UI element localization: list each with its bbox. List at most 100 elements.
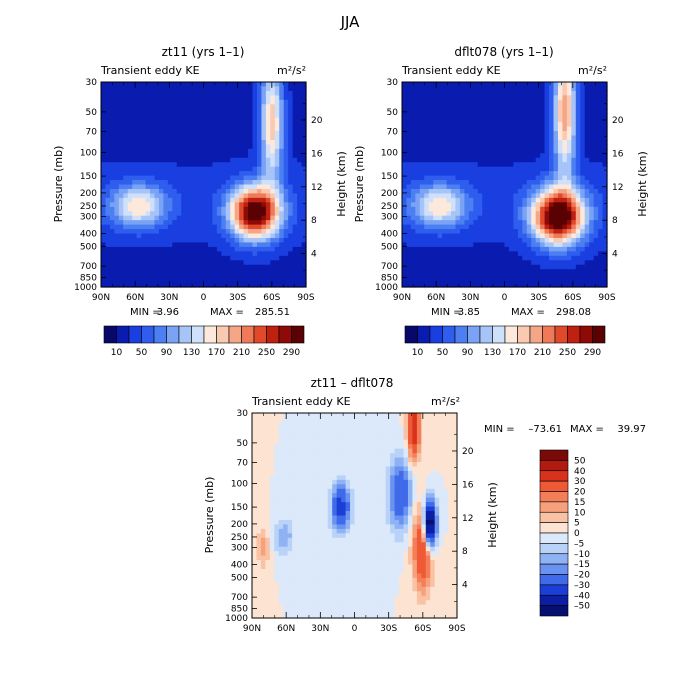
field-cell — [575, 251, 581, 257]
field-cell — [464, 175, 470, 181]
field-cell — [234, 82, 240, 88]
field-cell — [212, 229, 218, 235]
field-cell — [424, 90, 430, 96]
field-cell — [216, 157, 222, 163]
field-cell — [163, 153, 169, 159]
field-cell — [256, 462, 262, 468]
field-cell — [136, 153, 142, 159]
field-cell — [105, 113, 111, 119]
field-cell — [544, 220, 550, 226]
field-cell — [118, 237, 124, 244]
field-cell — [163, 175, 169, 181]
field-cell — [296, 519, 302, 526]
field-cell — [252, 246, 258, 252]
field-cell — [455, 229, 461, 235]
field-cell — [522, 260, 528, 266]
field-cell — [522, 193, 528, 199]
field-cell — [141, 242, 147, 248]
field-cell — [553, 148, 559, 154]
field-cell — [297, 224, 303, 230]
field-cell — [109, 211, 115, 217]
field-cell — [589, 242, 595, 248]
field-cell — [207, 224, 214, 230]
field-cell — [243, 224, 249, 230]
field-cell — [491, 175, 497, 181]
field-cell — [486, 215, 492, 221]
field-cell — [486, 184, 492, 190]
field-cell — [544, 251, 550, 257]
field-cell — [455, 171, 461, 177]
field-cell — [437, 157, 443, 163]
field-cell — [145, 264, 151, 270]
field-cell — [150, 202, 156, 208]
field-cell — [221, 153, 227, 159]
field-cell — [256, 533, 262, 539]
field-cell — [132, 86, 138, 92]
field-cell — [428, 99, 434, 105]
field-cell — [132, 90, 138, 96]
field-cell — [566, 153, 572, 159]
field-cell — [593, 188, 599, 195]
field-cell — [269, 600, 275, 606]
field-cell — [419, 273, 425, 279]
field-cell — [176, 144, 182, 150]
field-cell — [464, 188, 470, 195]
field-cell — [500, 220, 506, 226]
field-cell — [513, 193, 519, 199]
field-cell — [279, 255, 285, 261]
field-cell — [176, 139, 182, 145]
field-cell — [589, 255, 595, 261]
field-cell — [243, 117, 249, 123]
field-cell — [114, 193, 120, 199]
field-cell — [473, 166, 479, 172]
x-tick-label: 60N — [427, 293, 445, 303]
field-cell — [500, 108, 506, 114]
field-cell — [256, 591, 262, 597]
field-cell — [526, 108, 532, 114]
field-cell — [464, 202, 470, 208]
field-cell — [172, 86, 178, 92]
field-cell — [176, 237, 182, 244]
field-cell — [513, 90, 519, 96]
field-cell — [292, 135, 298, 141]
field-cell — [216, 193, 222, 199]
field-cell — [584, 264, 590, 270]
field-cell — [163, 206, 169, 212]
field-cell — [495, 166, 501, 172]
field-cell — [593, 113, 599, 119]
field-cell — [158, 90, 164, 96]
field-cell — [575, 148, 581, 154]
field-cell — [207, 135, 214, 141]
field-cell — [301, 139, 307, 145]
field-cell — [535, 148, 541, 154]
field-cell — [127, 246, 133, 252]
field-cell — [500, 113, 506, 119]
field-cell — [553, 255, 559, 261]
field-cell — [150, 162, 156, 168]
field-cell — [283, 255, 289, 261]
field-cell — [589, 148, 595, 154]
field-cell — [176, 269, 182, 275]
field-cell — [482, 242, 488, 248]
panel-diff-plot: 90N 60N 30N 0 30S 60S 90S305070100150200250300… — [225, 409, 474, 634]
field-cell — [234, 242, 240, 248]
field-cell — [123, 237, 129, 244]
field-cell — [504, 117, 510, 123]
field-cell — [199, 184, 205, 190]
field-cell — [283, 144, 289, 150]
field-cell — [296, 533, 302, 539]
field-cell — [274, 462, 280, 468]
field-cell — [508, 264, 515, 270]
field-cell — [118, 180, 124, 186]
field-cell — [584, 117, 590, 123]
field-cell — [256, 135, 263, 141]
field-cell — [260, 564, 266, 570]
field-cell — [176, 278, 182, 284]
field-cell — [428, 171, 434, 177]
field-cell — [176, 82, 182, 88]
field-cell — [522, 237, 528, 244]
field-cell — [212, 117, 218, 123]
y-right-tick-label: 20 — [612, 116, 624, 126]
field-cell — [522, 131, 528, 137]
field-cell — [199, 224, 205, 230]
